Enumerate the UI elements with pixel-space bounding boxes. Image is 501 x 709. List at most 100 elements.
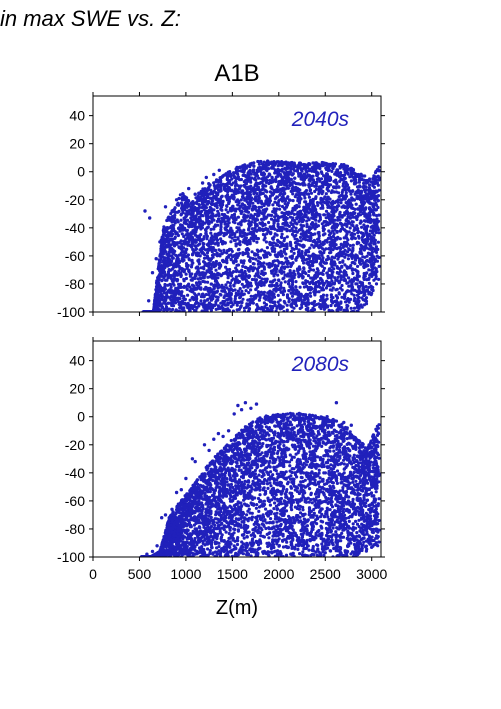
data-point [353, 172, 357, 176]
data-point [329, 190, 333, 195]
data-points [141, 159, 381, 312]
data-point [290, 254, 294, 258]
data-point [330, 226, 334, 230]
data-point [270, 162, 274, 166]
data-point [329, 201, 334, 205]
data-point [320, 286, 325, 290]
data-point [218, 292, 222, 296]
data-point [226, 280, 230, 284]
data-point [331, 162, 335, 166]
data-point [279, 235, 284, 239]
data-point [275, 284, 280, 288]
data-point [282, 286, 286, 290]
data-point [285, 242, 289, 246]
data-point [184, 276, 188, 281]
data-point [202, 235, 206, 239]
data-point [186, 241, 190, 245]
data-point [359, 231, 363, 235]
data-point [356, 227, 360, 231]
data-point [208, 306, 212, 310]
data-point [179, 251, 183, 255]
data-point [284, 252, 288, 256]
data-point [243, 173, 247, 178]
data-point [349, 179, 353, 183]
data-point [200, 205, 204, 210]
data-point [201, 223, 205, 227]
data-point [311, 280, 315, 284]
data-point [306, 216, 310, 220]
data-point [293, 176, 297, 180]
data-point [213, 283, 217, 287]
data-point [285, 257, 289, 261]
data-point [228, 179, 232, 183]
data-point [209, 304, 213, 308]
data-point [214, 233, 218, 237]
data-point [320, 203, 325, 208]
data-point [225, 174, 229, 178]
data-point [227, 309, 231, 312]
data-point [289, 291, 293, 295]
data-point [313, 255, 318, 259]
data-point [349, 201, 353, 205]
data-point [282, 276, 286, 280]
data-point [202, 287, 206, 291]
data-point [314, 258, 318, 262]
data-point [363, 174, 367, 178]
data-point [339, 306, 343, 310]
data-point [234, 242, 238, 246]
data-point [195, 227, 199, 231]
data-point [352, 212, 356, 216]
data-point [215, 178, 219, 182]
data-point [300, 250, 304, 254]
data-point [364, 227, 369, 231]
data-point [268, 265, 272, 269]
data-point [324, 223, 328, 227]
data-point [160, 250, 164, 254]
data-point [257, 205, 261, 209]
data-point [350, 267, 354, 271]
data-point [370, 225, 374, 229]
data-point [304, 250, 308, 255]
data-point [336, 275, 340, 279]
data-point [352, 309, 356, 312]
data-point [350, 231, 354, 235]
data-point [259, 293, 263, 297]
data-point [290, 283, 295, 287]
data-point [225, 286, 229, 290]
data-point [262, 271, 266, 275]
data-point [167, 226, 171, 230]
data-point [245, 189, 249, 193]
data-point [215, 219, 219, 223]
data-point [283, 187, 287, 191]
data-point [273, 304, 277, 308]
data-point [331, 229, 335, 233]
data-point [187, 269, 191, 273]
data-point [166, 270, 171, 274]
data-point [281, 262, 285, 266]
data-point [260, 217, 264, 221]
data-point [355, 293, 359, 297]
data-point [226, 216, 230, 220]
data-point [339, 177, 343, 181]
data-point [177, 292, 181, 296]
data-point [285, 216, 289, 220]
data-point [249, 196, 254, 200]
data-point [372, 247, 376, 251]
data-point [332, 239, 336, 243]
data-point [282, 299, 286, 304]
data-point [157, 261, 161, 265]
data-point [155, 287, 159, 292]
data-point [201, 237, 206, 241]
data-point [325, 220, 329, 225]
data-point [274, 309, 278, 312]
data-point [182, 250, 186, 254]
data-point [272, 220, 276, 224]
data-point [288, 215, 293, 219]
data-point [251, 189, 256, 193]
data-point [286, 186, 290, 190]
data-point [365, 254, 369, 258]
data-point [331, 248, 335, 252]
data-point [339, 274, 343, 278]
data-point [275, 306, 279, 310]
